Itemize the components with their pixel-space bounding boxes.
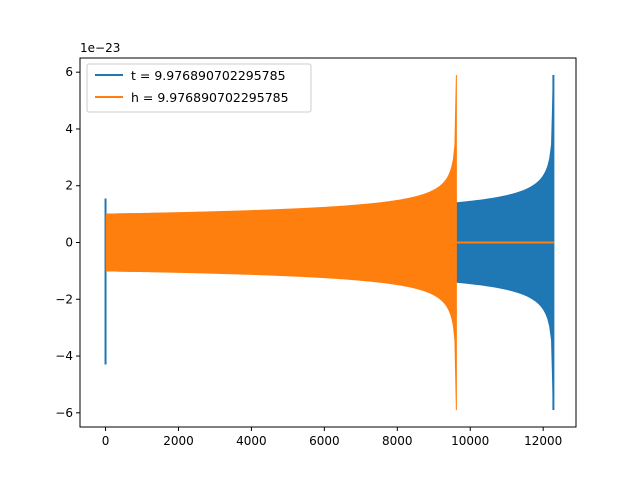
x-tick-label: 4000: [236, 434, 267, 448]
x-axis: 0 2000 4000 6000 8000 10000 12000: [102, 427, 562, 448]
x-tick-label: 12000: [524, 434, 562, 448]
legend-label-t: t = 9.976890702295785: [131, 68, 286, 83]
y-tick-label: 2: [65, 179, 73, 193]
series-h-oscillation: [105, 75, 457, 410]
y-offset-label: 1e−23: [80, 41, 120, 55]
legend-label-h: h = 9.976890702295785: [131, 90, 289, 105]
y-tick-label: −2: [55, 292, 73, 306]
legend-box: [86, 63, 312, 113]
y-tick-label: 4: [65, 122, 73, 136]
y-tick-label: 6: [65, 65, 73, 79]
y-axis: −6 −4 −2 0 2 4 6: [55, 65, 80, 420]
x-tick-label: 8000: [382, 434, 413, 448]
y-tick-label: −6: [55, 406, 73, 420]
series-layer: [104, 75, 555, 410]
y-tick-label: 0: [65, 236, 73, 250]
x-tick-label: 0: [102, 434, 110, 448]
legend: t = 9.976890702295785 h = 9.976890702295…: [86, 63, 312, 113]
y-tick-label: −4: [55, 349, 73, 363]
x-tick-label: 10000: [451, 434, 489, 448]
x-tick-label: 2000: [163, 434, 194, 448]
x-tick-label: 6000: [309, 434, 340, 448]
